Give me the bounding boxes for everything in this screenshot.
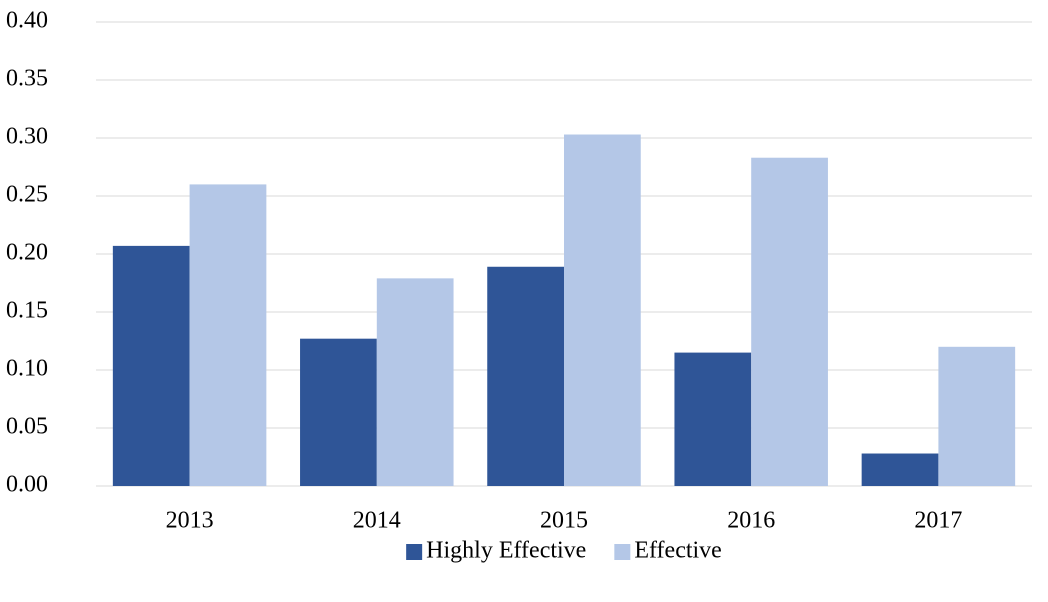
legend-swatch	[614, 544, 631, 560]
y-tick-label: 0.15	[6, 298, 48, 324]
y-tick-label: 0.00	[6, 472, 48, 498]
bar	[376, 278, 454, 486]
x-tick-label: 2016	[727, 508, 775, 534]
y-tick-label: 0.05	[6, 414, 48, 440]
bar	[674, 352, 752, 486]
legend-label: Highly Effective	[426, 538, 586, 564]
x-tick-label: 2014	[353, 508, 401, 534]
y-tick-label: 0.35	[6, 66, 48, 92]
legend-label: Effective	[634, 538, 722, 564]
bar	[938, 346, 1016, 486]
bar	[751, 157, 828, 486]
y-tick-label: 0.10	[6, 356, 48, 382]
bar	[487, 266, 564, 486]
x-tick-label: 2015	[540, 508, 588, 534]
legend-swatch	[406, 544, 423, 560]
x-tick-label: 2017	[914, 508, 962, 534]
y-tick-label: 0.30	[6, 124, 48, 150]
y-tick-label: 0.40	[6, 8, 48, 34]
y-tick-label: 0.20	[6, 240, 48, 266]
x-tick-label: 2013	[166, 508, 214, 534]
y-tick-label: 0.25	[6, 182, 48, 208]
bar	[564, 134, 641, 486]
bar	[861, 453, 939, 486]
bar	[300, 338, 377, 486]
bar	[189, 184, 267, 486]
bar	[112, 245, 190, 486]
